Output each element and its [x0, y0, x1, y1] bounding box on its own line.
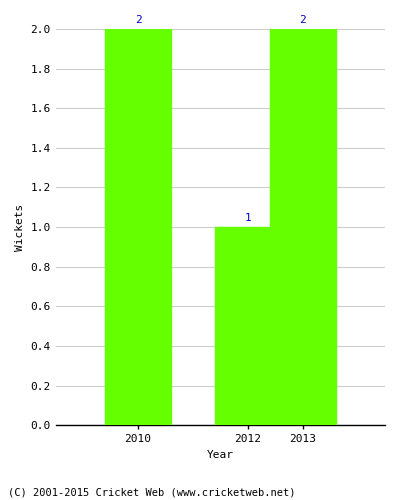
Bar: [105, 29, 171, 425]
Bar: [215, 227, 281, 426]
Y-axis label: Wickets: Wickets: [15, 204, 25, 251]
Bar: [270, 29, 336, 425]
Text: 1: 1: [244, 213, 251, 223]
Text: (C) 2001-2015 Cricket Web (www.cricketweb.net): (C) 2001-2015 Cricket Web (www.cricketwe…: [8, 488, 296, 498]
Text: 2: 2: [299, 15, 306, 25]
X-axis label: Year: Year: [207, 450, 234, 460]
Text: 2: 2: [135, 15, 141, 25]
